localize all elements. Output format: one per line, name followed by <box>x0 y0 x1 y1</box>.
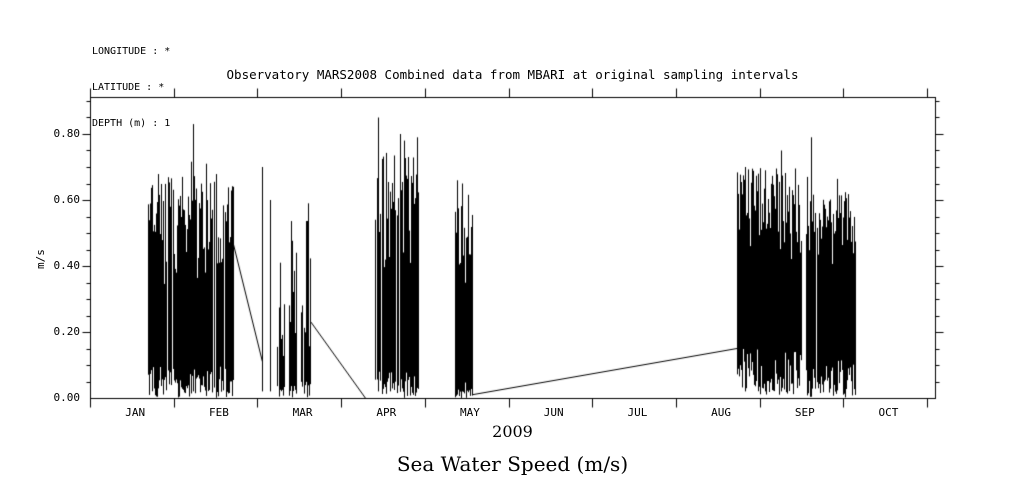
x-axis-year-label: 2009 <box>492 422 533 441</box>
x-tick-label-feb: FEB <box>208 406 229 419</box>
x-tick-label-may: MAY <box>460 406 480 419</box>
longitude-label: LONGITUDE : * <box>92 46 171 57</box>
metadata-block: LONGITUDE : * LATITUDE : * DEPTH (m) : 1 <box>92 22 170 154</box>
x-tick-label-sep: SEP <box>794 406 815 419</box>
y-tick-label-0: 0.00 <box>53 391 81 404</box>
plot-title: Observatory MARS2008 Combined data from … <box>226 67 799 82</box>
y-tick-label-2: 0.40 <box>53 259 81 272</box>
x-tick-label-mar: MAR <box>292 406 313 419</box>
x-tick-label-jun: JUN <box>543 406 564 419</box>
latitude-label: LATITUDE : * <box>92 82 165 93</box>
y-tick-label-3: 0.60 <box>53 193 81 206</box>
x-tick-label-apr: APR <box>376 406 397 419</box>
y-tick-label-1: 0.20 <box>53 325 81 338</box>
y-tick-label-4: 0.80 <box>53 127 81 140</box>
figure-caption: Sea Water Speed (m/s) <box>396 452 629 476</box>
x-tick-label-jan: JAN <box>125 406 146 419</box>
x-tick-label-jul: JUL <box>627 406 648 419</box>
depth-label: DEPTH (m) : 1 <box>92 118 171 129</box>
x-tick-label-oct: OCT <box>878 406 899 419</box>
x-tick-label-aug: AUG <box>711 406 732 419</box>
